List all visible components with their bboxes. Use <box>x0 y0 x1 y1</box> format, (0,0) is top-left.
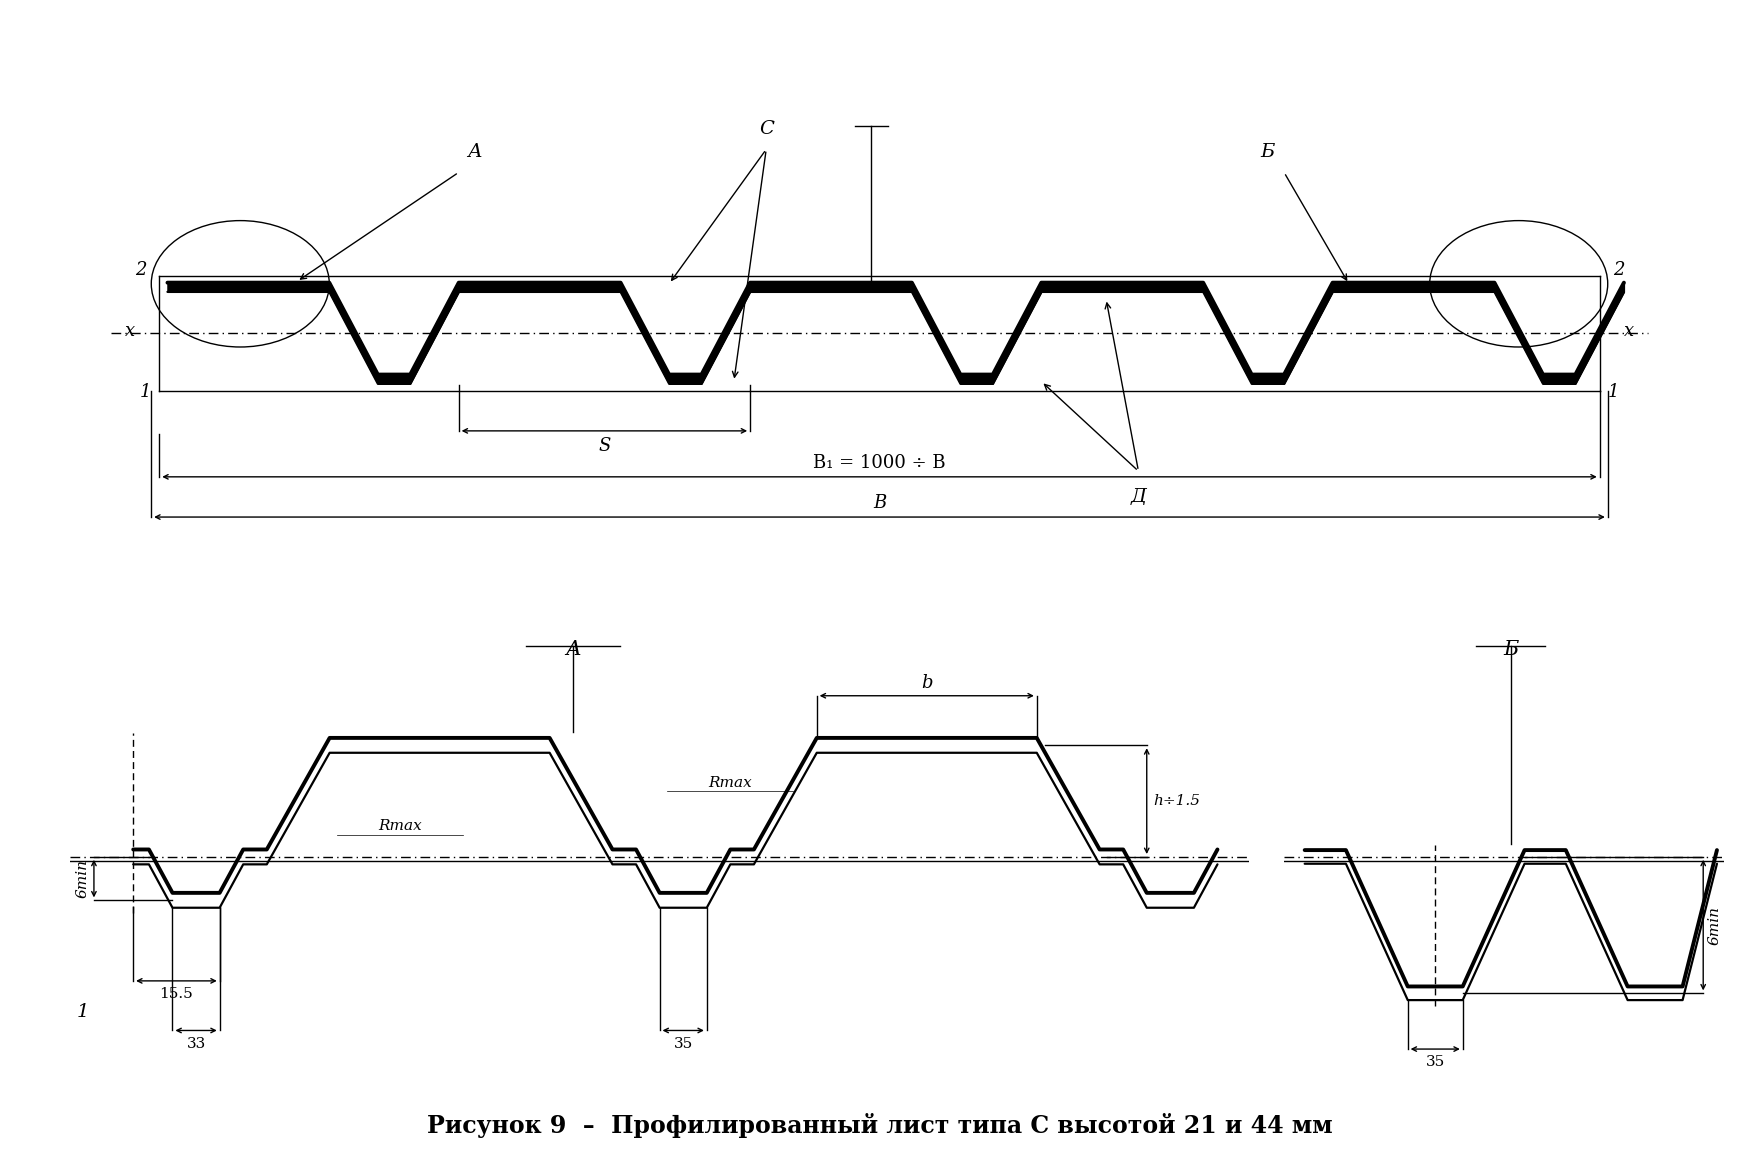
Text: Rmax: Rmax <box>709 776 753 789</box>
Text: b: b <box>922 674 932 692</box>
Text: 33: 33 <box>186 1036 206 1050</box>
Text: 1: 1 <box>1608 383 1620 401</box>
Text: А: А <box>468 142 482 161</box>
Text: 1: 1 <box>139 383 151 401</box>
Text: 35: 35 <box>1425 1055 1444 1070</box>
Text: А: А <box>565 640 580 660</box>
Text: Б: Б <box>1261 142 1275 161</box>
Text: Rmax: Rmax <box>378 819 422 833</box>
Text: Д: Д <box>1131 488 1147 507</box>
Text: В: В <box>872 494 887 512</box>
Text: 35: 35 <box>674 1036 693 1050</box>
Text: В₁ = 1000 ÷ В: В₁ = 1000 ÷ В <box>813 454 946 472</box>
Text: 6min: 6min <box>76 859 90 899</box>
Text: x: x <box>1624 322 1634 340</box>
Text: 2: 2 <box>1613 261 1624 279</box>
Text: Б: Б <box>1504 640 1518 660</box>
Text: 2: 2 <box>135 261 146 279</box>
Text: x: x <box>125 322 135 340</box>
Text: 15.5: 15.5 <box>160 987 193 1001</box>
Text: h÷1.5: h÷1.5 <box>1154 794 1200 808</box>
Text: 6min: 6min <box>1708 905 1722 944</box>
Text: 1: 1 <box>77 1003 90 1020</box>
Text: С: С <box>758 119 774 138</box>
Text: Рисунок 9  –  Профилированный лист типа С высотой 21 и 44 мм: Рисунок 9 – Профилированный лист типа С … <box>427 1112 1332 1138</box>
Text: S: S <box>598 437 610 455</box>
